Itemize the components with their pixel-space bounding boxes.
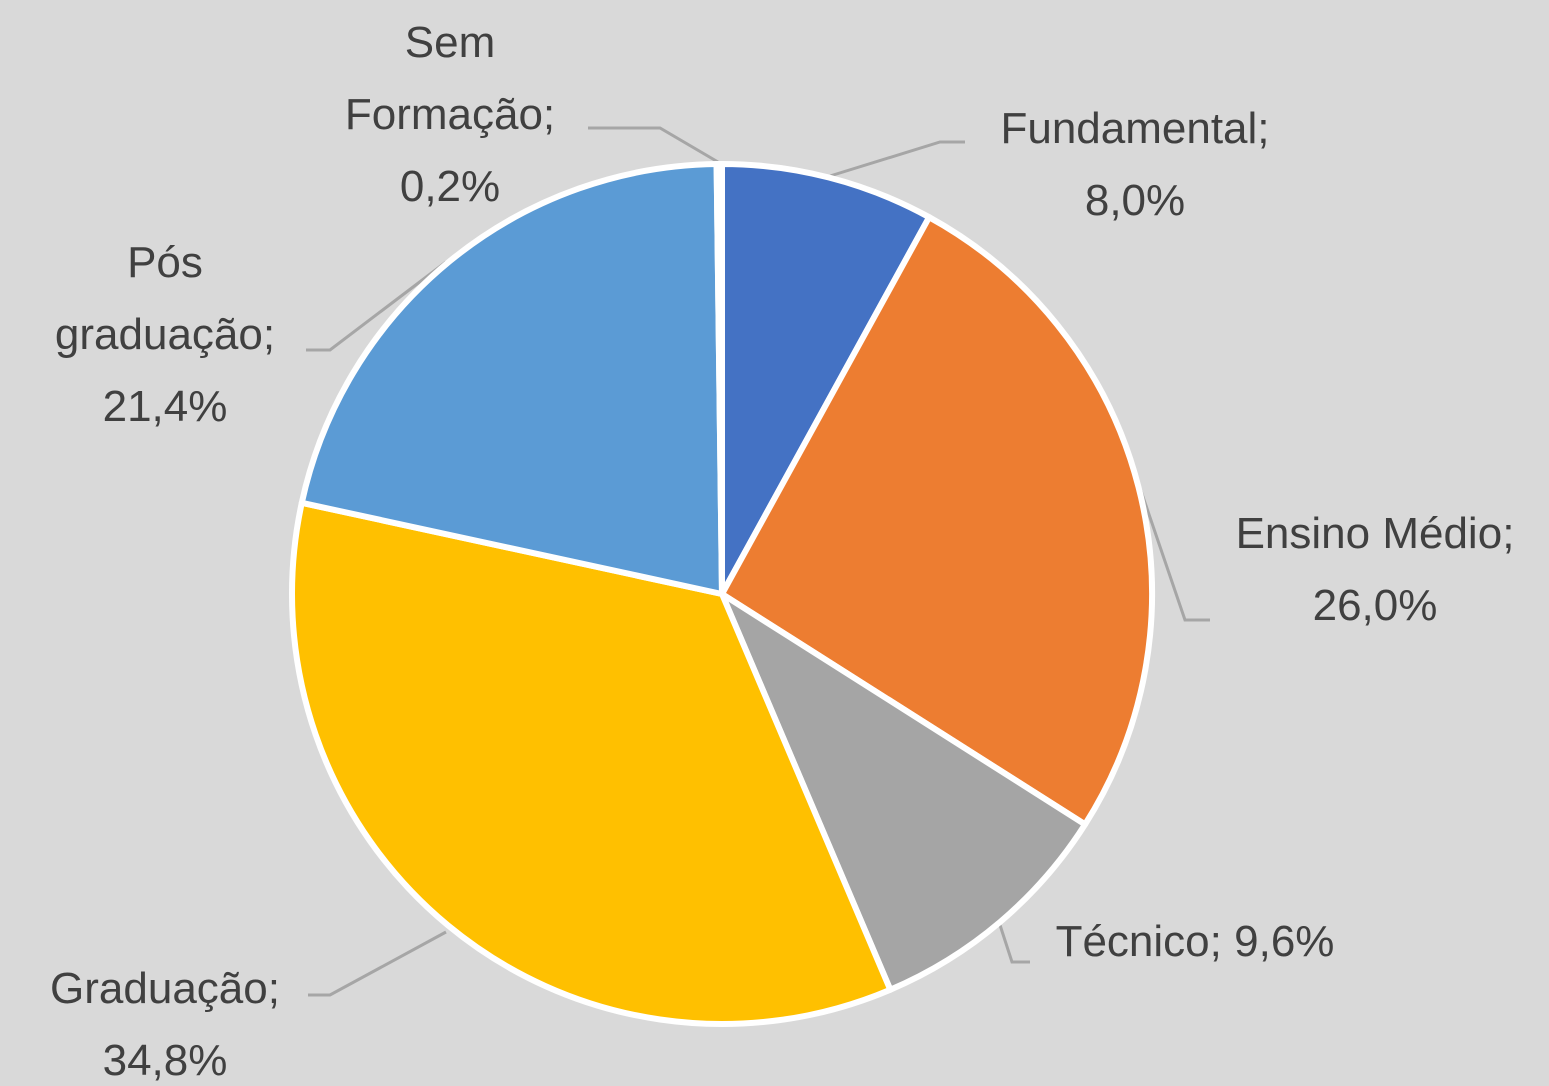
data-label: Sem Formação; 0,2%: [315, 7, 585, 223]
pie-slice: [719, 214, 1155, 828]
leader-line: [308, 930, 447, 997]
leader-line: [829, 140, 965, 178]
label-category: Graduação: [50, 964, 268, 1013]
pie-slice: [719, 161, 933, 597]
data-label: Fundamental; 8,0%: [965, 93, 1305, 237]
label-separator: ;: [1257, 104, 1270, 153]
leader-line: [1138, 487, 1210, 622]
label-category: Pós graduação: [54, 238, 263, 359]
label-separator: ;: [1502, 509, 1515, 558]
label-category: Sem Formação: [344, 18, 543, 139]
label-value: 0,2%: [399, 162, 501, 211]
label-category: Ensino Médio: [1235, 509, 1503, 558]
label-separator: ;: [262, 310, 276, 359]
pie-slice: [298, 161, 725, 597]
data-label: Técnico; 9,6%: [995, 906, 1395, 978]
pie-slice: [289, 499, 894, 1027]
leader-line: [588, 126, 719, 164]
label-separator: ;: [542, 90, 556, 139]
data-label: Graduação; 34,8%: [20, 953, 310, 1086]
label-category: Técnico: [1055, 917, 1210, 966]
leader-line: [998, 924, 1030, 964]
data-label: Pós graduação; 21,4%: [20, 227, 310, 443]
pie-slice: [713, 161, 725, 597]
label-value: 8,0%: [1084, 176, 1186, 225]
pie-slice: [719, 591, 1089, 993]
leader-line: [306, 260, 447, 352]
label-separator: ;: [267, 964, 280, 1013]
label-category: Fundamental: [1000, 104, 1258, 153]
leader-lines: [306, 126, 1210, 997]
label-value: 26,0%: [1312, 581, 1438, 630]
label-separator: ;: [1209, 917, 1222, 966]
label-value: 9,6%: [1234, 917, 1335, 966]
label-value: 21,4%: [102, 382, 228, 431]
data-label: Ensino Médio; 26,0%: [1205, 498, 1545, 642]
label-value: 34,8%: [102, 1036, 228, 1085]
